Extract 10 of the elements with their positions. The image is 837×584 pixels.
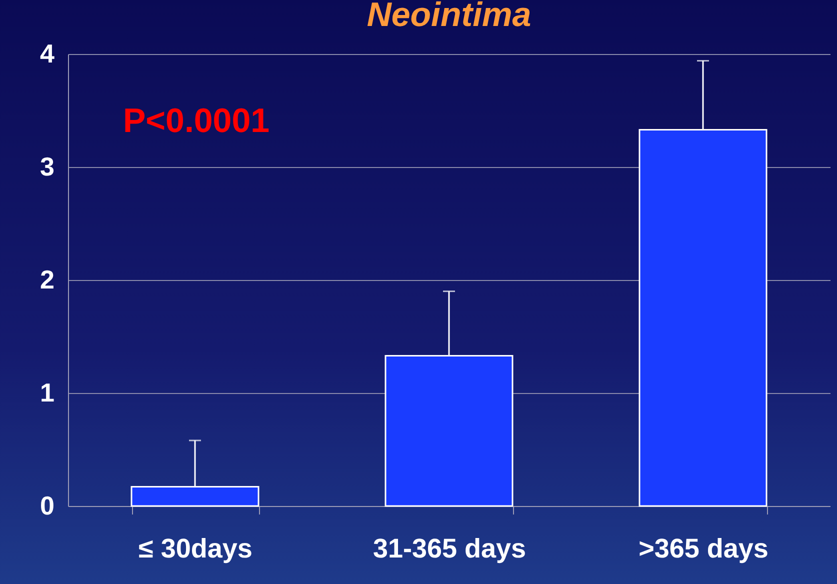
x-tick-label: >365 days: [638, 534, 768, 564]
y-tick-label: 1: [40, 378, 54, 408]
x-tick-label: ≤ 30days: [138, 534, 252, 564]
y-tick-label: 0: [40, 490, 54, 520]
x-tick-label: 31-365 days: [372, 534, 526, 564]
y-tick-label: 3: [40, 152, 54, 182]
y-tick-label: 4: [40, 38, 56, 68]
annotation: P<0.0001: [123, 102, 270, 140]
chart-title: Neointima: [366, 0, 532, 34]
y-tick-label: 2: [40, 264, 54, 294]
